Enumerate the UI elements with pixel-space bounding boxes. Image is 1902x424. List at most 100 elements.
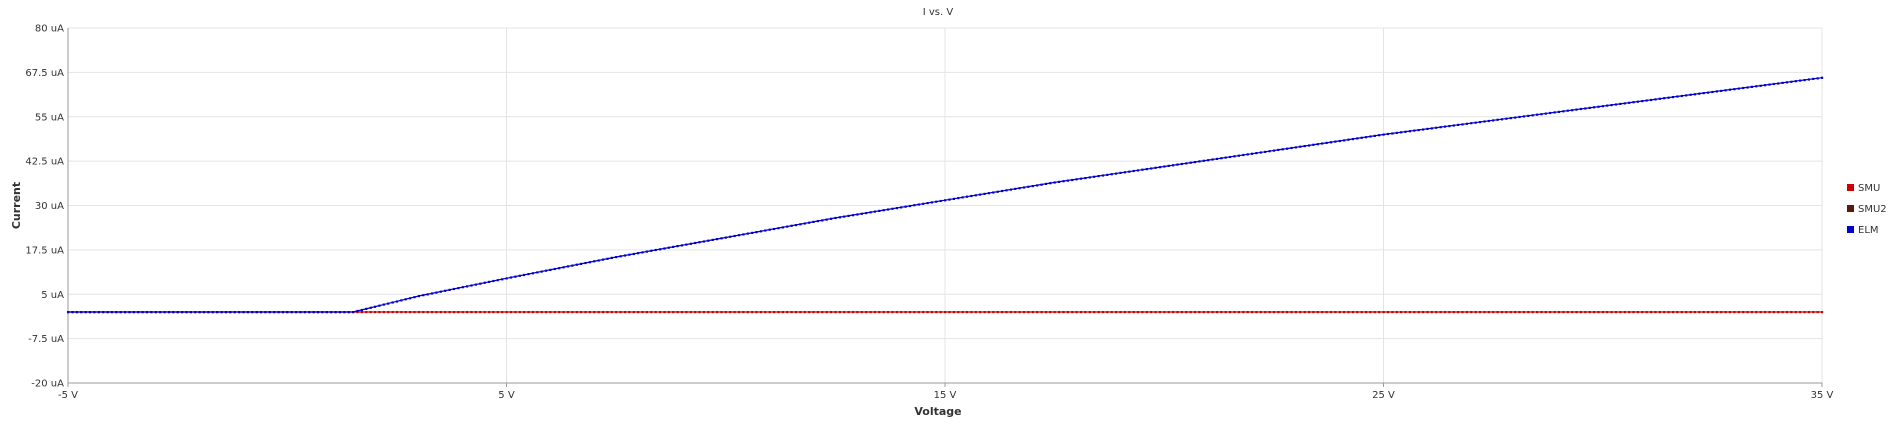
legend-swatch: [1847, 226, 1854, 233]
data-point: [492, 311, 495, 314]
data-point: [1518, 115, 1521, 119]
data-point: [1097, 311, 1100, 314]
x-tick-label: 15 V: [934, 390, 957, 401]
data-point: [505, 311, 508, 314]
data-point: [1325, 141, 1328, 144]
data-point: [764, 229, 767, 232]
data-point: [926, 202, 929, 205]
data-point: [1772, 82, 1775, 86]
data-point: [1128, 311, 1131, 314]
data-point: [1277, 311, 1280, 314]
data-point: [1180, 311, 1183, 314]
data-point: [448, 311, 451, 314]
data-point: [724, 311, 727, 314]
data-point: [1737, 311, 1740, 314]
data-point: [181, 311, 184, 314]
legend-label: SMU: [1858, 183, 1880, 194]
data-point: [488, 311, 491, 314]
data-point: [159, 311, 162, 314]
data-point: [1373, 311, 1376, 314]
data-point: [1242, 153, 1245, 157]
data-point: [1071, 311, 1074, 314]
data-point: [716, 311, 719, 314]
data-point: [733, 311, 736, 314]
data-point: [501, 278, 504, 281]
data-point: [435, 311, 438, 314]
data-point: [470, 284, 473, 287]
data-point: [816, 311, 819, 314]
data-point: [1316, 143, 1319, 146]
data-point: [1360, 311, 1363, 314]
data-point: [1536, 113, 1539, 116]
data-point: [1702, 311, 1705, 314]
data-point: [1272, 149, 1276, 152]
data-point: [1009, 188, 1012, 191]
data-point: [523, 311, 526, 314]
data-point: [571, 264, 574, 267]
data-point: [286, 311, 289, 314]
data-point: [900, 311, 903, 314]
data-point: [1579, 107, 1582, 111]
x-axis-title: Voltage: [914, 405, 961, 418]
data-point: [448, 288, 451, 291]
data-point: [1220, 157, 1223, 160]
data-point: [755, 231, 758, 234]
data-point: [944, 199, 947, 202]
data-point: [803, 222, 806, 225]
data-point: [1724, 311, 1727, 314]
data-point: [1018, 187, 1021, 190]
data-point: [1439, 126, 1442, 129]
data-point: [860, 311, 863, 314]
data-point: [1606, 104, 1609, 107]
data-point: [1066, 179, 1069, 182]
data-point: [1277, 148, 1280, 151]
data-point: [580, 262, 583, 265]
data-point: [1290, 146, 1293, 150]
data-point: [676, 311, 679, 314]
data-point: [1720, 311, 1723, 314]
data-point: [1365, 311, 1368, 314]
data-point: [1658, 97, 1661, 100]
data-point: [1733, 311, 1736, 314]
data-point: [1329, 311, 1333, 314]
data-point: [1351, 138, 1354, 141]
data-point: [965, 195, 969, 198]
data-point: [1724, 89, 1727, 92]
data-point: [1264, 311, 1267, 314]
data-point: [887, 311, 890, 314]
data-point: [865, 311, 868, 314]
data-point: [1088, 176, 1091, 179]
data-point: [145, 311, 149, 314]
data-point: [1053, 311, 1056, 314]
data-point: [1312, 311, 1315, 314]
data-point: [1049, 311, 1052, 314]
data-point: [124, 311, 127, 314]
data-point: [1750, 311, 1753, 314]
data-point: [1150, 167, 1153, 170]
data-point: [1531, 114, 1534, 117]
data-point: [1413, 311, 1416, 314]
data-point: [1255, 311, 1258, 314]
data-point: [1597, 105, 1600, 108]
data-point: [1404, 311, 1407, 314]
data-point: [75, 311, 78, 314]
data-point: [400, 299, 403, 302]
data-point: [729, 311, 732, 314]
data-point: [1290, 311, 1293, 314]
data-point: [926, 311, 929, 314]
data-point: [1816, 311, 1819, 314]
data-point: [338, 311, 342, 314]
data-point: [444, 289, 447, 292]
data-point: [628, 311, 631, 314]
data-point: [1036, 311, 1039, 314]
data-point: [382, 311, 385, 314]
data-point: [413, 311, 416, 314]
data-point: [1299, 311, 1302, 314]
data-point: [1215, 157, 1219, 160]
data-point: [878, 209, 881, 212]
data-point: [913, 204, 916, 207]
data-point: [1711, 311, 1714, 314]
data-point: [1386, 311, 1390, 314]
data-point: [527, 311, 530, 314]
data-point: [1737, 87, 1740, 90]
